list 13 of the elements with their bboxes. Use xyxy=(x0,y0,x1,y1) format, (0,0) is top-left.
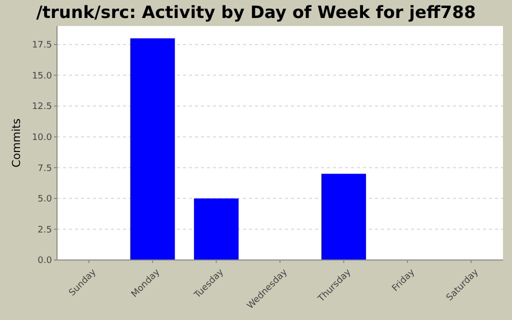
y-axis-title: Commits xyxy=(10,118,23,168)
y-tick-label: 0.0 xyxy=(38,256,52,266)
chart-title: /trunk/src: Activity by Day of Week for jeff788 xyxy=(36,3,476,23)
y-tick-label: 17.5 xyxy=(32,40,52,51)
bar xyxy=(130,38,175,260)
bar xyxy=(321,174,366,260)
y-tick-label: 2.5 xyxy=(38,225,52,236)
bar xyxy=(194,198,239,260)
y-tick-label: 15.0 xyxy=(32,71,52,82)
y-tick-label: 5.0 xyxy=(38,194,52,205)
y-tick-label: 7.5 xyxy=(38,164,52,174)
y-tick-label: 10.0 xyxy=(32,132,52,143)
y-tick-label: 12.5 xyxy=(32,102,52,112)
